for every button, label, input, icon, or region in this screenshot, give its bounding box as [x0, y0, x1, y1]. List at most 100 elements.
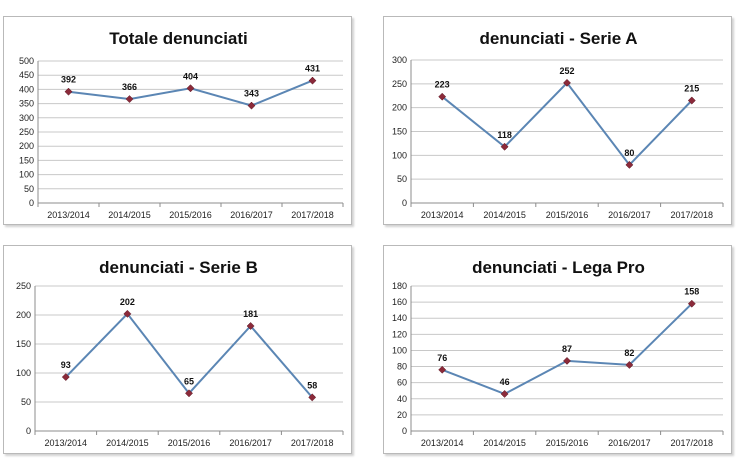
- data-label: 343: [244, 89, 259, 99]
- x-tick-label: 2014/2015: [483, 438, 526, 448]
- y-tick-label: 150: [19, 155, 34, 165]
- y-tick-label: 300: [19, 113, 34, 123]
- chart-panel-lega-pro: denunciati - Lega Pro 0 20 40 60 80 100 120 140 1…: [383, 245, 732, 454]
- y-tick-label: 50: [21, 397, 31, 407]
- x-tick-label: 2015/2016: [169, 210, 212, 220]
- y-tick-label: 60: [397, 378, 407, 388]
- data-label: 404: [183, 71, 198, 81]
- data-point: [247, 101, 256, 110]
- data-point: [687, 299, 696, 308]
- y-tick-label: 20: [397, 410, 407, 420]
- y-tick-label: 450: [19, 70, 34, 80]
- data-label: 82: [624, 348, 634, 358]
- chart-title: denunciati - Serie A: [479, 29, 637, 48]
- data-point: [563, 78, 571, 87]
- x-tick-label: 2016/2017: [230, 210, 273, 220]
- x-tick-label: 2013/2014: [421, 210, 464, 220]
- data-point: [438, 92, 447, 101]
- y-tick-label: 100: [392, 150, 407, 160]
- chart-panel-totale: Totale denunciati 0 50 100 150 200 250 300 350 40…: [3, 16, 352, 225]
- data-point: [438, 365, 447, 374]
- chart-panel-serie-a: denunciati - Serie A 0 50 100 150 200 250 300 20…: [383, 16, 732, 225]
- data-point: [687, 96, 696, 105]
- x-tick-label: 2013/2014: [45, 438, 88, 448]
- data-point: [123, 309, 132, 318]
- line-chart: denunciati - Lega Pro 0 20 40 60 80 100 120 140 1…: [392, 258, 724, 448]
- data-point: [500, 142, 509, 151]
- data-label: 76: [437, 353, 447, 363]
- x-tick-label: 2014/2015: [108, 210, 151, 220]
- data-point: [625, 160, 634, 169]
- data-label: 202: [120, 297, 135, 307]
- y-tick-label: 250: [392, 79, 407, 89]
- y-tick-label: 50: [397, 174, 407, 184]
- y-tick-label: 0: [26, 426, 31, 436]
- series-line: [441, 81, 693, 167]
- data-point: [563, 356, 571, 365]
- data-point: [308, 393, 317, 402]
- y-tick-label: 400: [19, 84, 34, 94]
- y-tick-label: 200: [16, 310, 31, 320]
- data-label: 118: [497, 130, 512, 140]
- y-tick-label: 200: [392, 103, 407, 113]
- y-tick-label: 150: [16, 339, 31, 349]
- y-tick-label: 100: [392, 345, 407, 355]
- x-tick-label: 2017/2018: [291, 210, 334, 220]
- y-tick-label: 100: [19, 170, 34, 180]
- x-tick-label: 2014/2015: [483, 210, 526, 220]
- data-label: 80: [624, 148, 634, 158]
- data-label: 93: [61, 360, 71, 370]
- x-tick-label: 2013/2014: [421, 438, 464, 448]
- data-label: 87: [562, 344, 572, 354]
- chart-panel-serie-b: denunciati - Serie B 0 50 100 150 200 250 2013/…: [3, 245, 352, 454]
- y-tick-label: 140: [392, 313, 407, 323]
- y-tick-label: 250: [19, 127, 34, 137]
- data-label: 431: [305, 64, 320, 74]
- data-point: [625, 360, 634, 369]
- x-tick-label: 2014/2015: [106, 438, 149, 448]
- data-point: [64, 87, 73, 96]
- y-tick-label: 300: [392, 55, 407, 65]
- line-chart: Totale denunciati 0 50 100 150 200 250 300 350 40…: [19, 29, 344, 220]
- y-tick-label: 120: [392, 329, 407, 339]
- y-tick-label: 200: [19, 141, 34, 151]
- data-point: [125, 95, 134, 104]
- y-tick-label: 40: [397, 394, 407, 404]
- x-tick-label: 2017/2018: [671, 210, 714, 220]
- y-tick-label: 100: [16, 368, 31, 378]
- x-tick-label: 2015/2016: [168, 438, 211, 448]
- data-label: 65: [184, 376, 194, 386]
- x-tick-label: 2017/2018: [291, 438, 334, 448]
- data-point: [61, 373, 70, 382]
- y-tick-label: 0: [402, 426, 407, 436]
- data-point: [246, 322, 255, 330]
- x-tick-label: 2016/2017: [608, 210, 651, 220]
- data-label: 366: [122, 82, 137, 92]
- data-label: 158: [684, 287, 699, 297]
- y-tick-label: 80: [397, 362, 407, 372]
- y-tick-label: 160: [392, 297, 407, 307]
- y-tick-label: 500: [19, 56, 34, 66]
- data-point: [500, 389, 509, 398]
- y-tick-label: 50: [24, 184, 34, 194]
- data-point: [308, 76, 317, 85]
- data-point: [185, 389, 193, 398]
- chart-title: denunciati - Lega Pro: [472, 258, 645, 277]
- data-label: 215: [684, 84, 699, 94]
- y-tick-label: 0: [29, 198, 34, 208]
- chart-title: Totale denunciati: [109, 29, 248, 48]
- y-tick-label: 250: [16, 281, 31, 291]
- y-tick-label: 0: [402, 198, 407, 208]
- x-tick-label: 2015/2016: [546, 210, 589, 220]
- data-label: 46: [500, 377, 510, 387]
- data-label: 58: [307, 380, 317, 390]
- y-tick-label: 180: [392, 281, 407, 291]
- data-label: 392: [61, 75, 76, 85]
- data-label: 223: [435, 80, 450, 90]
- data-label: 252: [559, 66, 574, 76]
- data-point: [186, 84, 195, 93]
- y-tick-label: 150: [392, 127, 407, 137]
- data-label: 181: [243, 309, 258, 319]
- x-tick-label: 2013/2014: [47, 210, 90, 220]
- y-tick-label: 350: [19, 99, 34, 109]
